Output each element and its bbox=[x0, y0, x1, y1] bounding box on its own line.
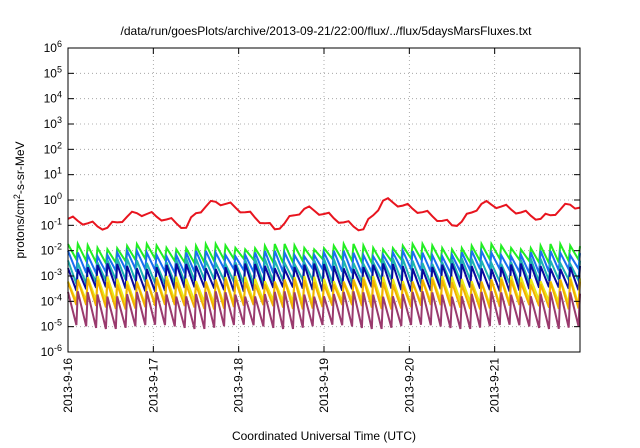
y-tick-label: 10-1 bbox=[41, 216, 62, 232]
series-layer bbox=[67, 197, 581, 330]
y-tick-label: 101 bbox=[44, 166, 62, 182]
y-tick-label: 102 bbox=[44, 140, 62, 156]
y-tick-label: 106 bbox=[44, 39, 62, 55]
x-tick-label: 2013-9-21 bbox=[488, 358, 502, 413]
y-tick-label: 10-5 bbox=[41, 318, 62, 334]
chart-title: /data/run/goesPlots/archive/2013-09-21/2… bbox=[121, 24, 533, 38]
x-tick-label: 2013-9-18 bbox=[232, 358, 246, 413]
y-tick-label: 10-6 bbox=[41, 343, 62, 359]
series-line-1 bbox=[67, 197, 581, 232]
x-tick-label: 2013-9-20 bbox=[402, 358, 416, 413]
y-tick-label: 10-3 bbox=[41, 267, 62, 283]
y-axis-label: protons/cm2-s-sr-MeV bbox=[12, 141, 27, 258]
x-tick-label: 2013-9-16 bbox=[61, 358, 75, 413]
x-tick-label: 2013-9-17 bbox=[146, 358, 160, 413]
y-tick-label: 105 bbox=[44, 64, 62, 80]
y-tick-label: 10-2 bbox=[41, 242, 62, 258]
x-axis-label: Coordinated Universal Time (UTC) bbox=[232, 429, 416, 443]
series-line-2 bbox=[67, 240, 581, 268]
y-tick-label: 10-4 bbox=[41, 292, 62, 308]
x-axis: 2013-9-16 2013-9-17 2013-9-18 2013-9-19 2013… bbox=[61, 48, 502, 413]
x-tick-label: 2013-9-19 bbox=[317, 358, 331, 413]
y-tick-label: 104 bbox=[44, 90, 62, 106]
series-line-8 bbox=[67, 291, 581, 330]
y-tick-label: 103 bbox=[44, 115, 62, 131]
y-tick-label: 100 bbox=[44, 191, 62, 207]
y-axis: 10-6 10-5 10-4 10-3 10-2 10-1 100 101 102 103 104 1… bbox=[41, 39, 580, 359]
